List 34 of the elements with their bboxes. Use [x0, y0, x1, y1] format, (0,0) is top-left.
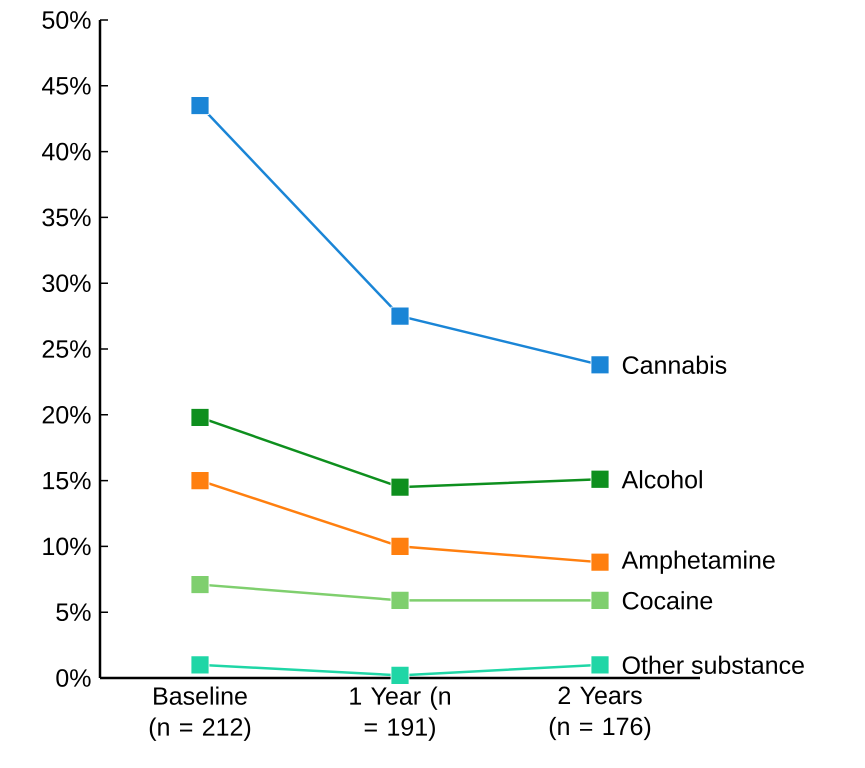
- point: [390, 306, 410, 326]
- y-tick-label: 0%: [56, 669, 91, 687]
- y-tick-label: 20%: [42, 406, 91, 424]
- series-label: Alcohol: [622, 470, 702, 488]
- series-label: Cannabis: [622, 356, 726, 374]
- y-tick-label: 30%: [42, 274, 91, 292]
- x-tick-label: Baseline (n = 212): [150, 686, 250, 741]
- series-label: Amphetamine: [622, 550, 775, 574]
- point: [390, 537, 410, 556]
- point: [390, 590, 410, 610]
- point: [590, 655, 610, 674]
- point: [590, 552, 610, 572]
- x-tick-label: 2 Years (n = 176): [550, 686, 650, 740]
- point: [190, 575, 210, 594]
- y-tick-label: 15%: [43, 472, 91, 490]
- point: [590, 355, 610, 374]
- y-tick-label: 10%: [43, 538, 91, 556]
- point: [190, 471, 210, 490]
- point: [190, 408, 210, 427]
- point: [590, 470, 610, 489]
- series-label: Other substance: [622, 656, 804, 674]
- point: [590, 590, 610, 610]
- y-tick-label: 25%: [42, 340, 91, 358]
- point: [190, 96, 210, 115]
- x-tick-label: 1 Year (n = 191): [350, 686, 450, 741]
- point: [190, 655, 210, 674]
- point: [390, 666, 410, 685]
- y-tick-label: 50%: [42, 11, 91, 29]
- y-tick-label: 35%: [42, 208, 91, 226]
- y-tick-label: 40%: [42, 142, 91, 160]
- y-tick-label: 5%: [56, 603, 91, 621]
- y-tick-label: 45%: [42, 77, 91, 95]
- point: [390, 478, 410, 497]
- series-label: Cocaine: [622, 591, 712, 610]
